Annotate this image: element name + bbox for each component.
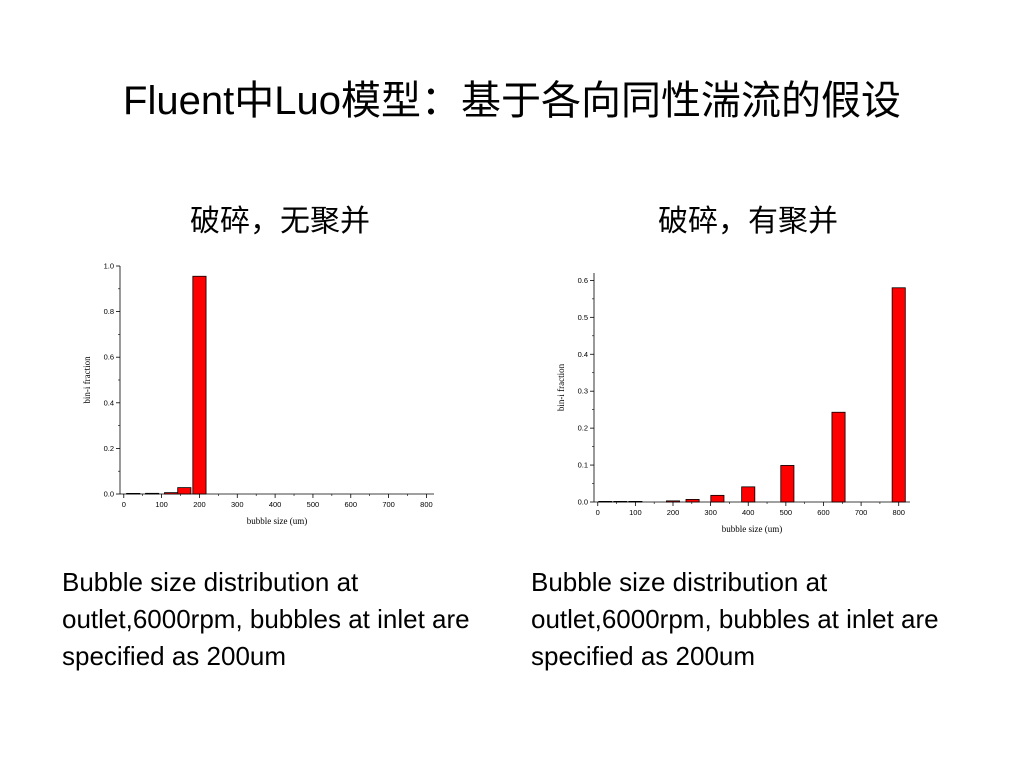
right-chart-x-tick-label: 0 <box>596 508 600 517</box>
right-chart-subtitle: 破碎，有聚并 <box>658 204 838 239</box>
right-chart-x-tick-label: 700 <box>855 508 868 517</box>
left-chart-y-axis-label: bin-i fraction <box>82 356 92 404</box>
right-chart-y-tick-label: 0.1 <box>578 461 588 470</box>
left-chart-x-tick-label: 0 <box>122 500 126 509</box>
right-chart-y-tick-label: 0.4 <box>578 350 588 359</box>
left-chart-subtitle: 破碎，无聚并 <box>190 204 370 239</box>
left-chart-x-tick-label: 500 <box>307 500 320 509</box>
right-chart-bar <box>666 500 680 503</box>
right-chart-bar <box>891 287 906 503</box>
right-chart-y-axis-label: bin-i fraction <box>556 363 566 411</box>
left-chart-y-tick-label: 0.4 <box>104 398 114 407</box>
left-chart-caption: Bubble size distribution at outlet,6000r… <box>62 567 470 671</box>
left-chart-y-tick-label: 1.0 <box>104 262 114 271</box>
right-bar-chart: 0.0 0.1 0.2 0.3 0.4 0.5 0.6 0 100 200 300 400 500 600… <box>556 273 910 534</box>
right-chart-x-axis-label: bubble size (um) <box>722 524 782 534</box>
left-chart-bar <box>177 487 192 495</box>
left-chart-x-tick-label: 700 <box>382 500 395 509</box>
left-chart-bar <box>164 492 179 495</box>
right-chart-x-tick-label: 600 <box>817 508 830 517</box>
left-chart-x-tick-label: 600 <box>345 500 358 509</box>
left-chart-x-axis-label: bubble size (um) <box>247 516 307 526</box>
left-chart-y-tick-label: 0.8 <box>104 307 114 316</box>
right-chart-x-tick-label: 400 <box>742 508 755 517</box>
right-chart-y-tick-label: 0.0 <box>578 498 588 507</box>
slide-title: Fluent中Luo模型：基于各向同性湍流的假设 <box>123 79 901 123</box>
right-chart-bar <box>613 500 628 503</box>
right-chart-caption: Bubble size distribution at outlet,6000r… <box>531 567 939 671</box>
left-chart-y-tick-label: 0.6 <box>104 353 114 362</box>
right-chart-x-tick-label: 100 <box>629 508 642 517</box>
left-chart-bar <box>192 275 207 495</box>
right-chart-bar <box>685 499 700 503</box>
left-chart-x-tick-label: 100 <box>155 500 168 509</box>
right-chart-bar <box>598 500 613 503</box>
left-chart-y-tick-label: 0.2 <box>104 444 114 453</box>
right-chart-x-tick-label: 300 <box>704 508 717 517</box>
left-bar-chart: 0.0 0.2 0.4 0.6 0.8 1.0 0 100 200 300 400 500 600 700… <box>82 262 434 526</box>
left-chart-y-tick-label: 0.0 <box>104 490 114 499</box>
right-chart-bar <box>741 486 756 503</box>
right-chart-bar <box>710 494 725 503</box>
right-chart-y-tick-label: 0.2 <box>578 424 588 433</box>
right-chart-bar <box>780 465 795 503</box>
left-chart-x-tick-label: 800 <box>420 500 433 509</box>
left-chart-x-tick-label: 300 <box>231 500 244 509</box>
right-chart-x-tick-label: 800 <box>892 508 905 517</box>
left-chart-x-tick-label: 400 <box>269 500 282 509</box>
left-chart-bar <box>145 492 160 495</box>
right-chart-x-tick-label: 200 <box>667 508 680 517</box>
right-chart-y-tick-label: 0.5 <box>578 313 588 322</box>
left-chart-x-tick-label: 200 <box>193 500 206 509</box>
right-chart-y-tick-label: 0.6 <box>578 276 588 285</box>
right-chart-bar <box>628 500 643 503</box>
right-chart-bar <box>831 411 846 503</box>
right-chart-y-tick-label: 0.3 <box>578 387 588 396</box>
right-chart-x-tick-label: 500 <box>780 508 793 517</box>
left-chart-bar <box>126 492 141 495</box>
